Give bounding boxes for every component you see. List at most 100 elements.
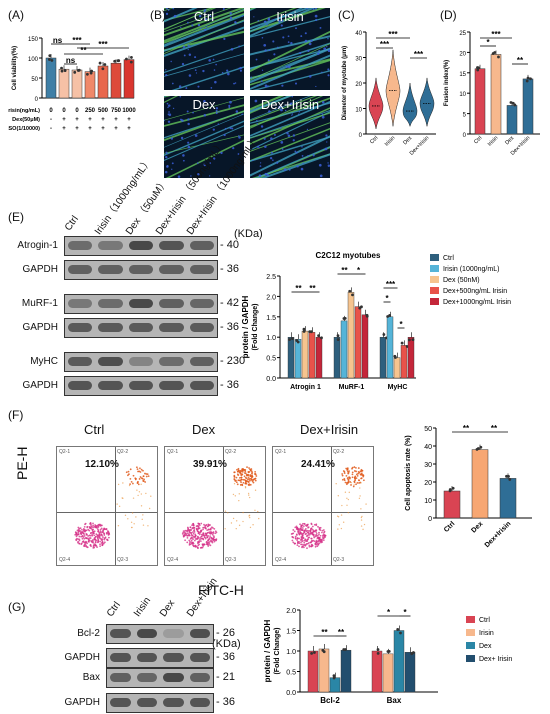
nucleus (203, 163, 206, 167)
event-dot (235, 527, 237, 530)
nucleus (187, 122, 190, 126)
nucleus (258, 174, 262, 177)
protein-band (136, 673, 157, 682)
kda-marker: - 26 (216, 627, 235, 639)
nucleus (221, 71, 224, 74)
nucleus (325, 134, 328, 137)
event-dot (244, 486, 247, 488)
nucleus (210, 87, 213, 89)
event-dot (202, 534, 204, 537)
nucleus (222, 8, 225, 10)
event-dot (239, 479, 242, 482)
event-dot (101, 531, 103, 534)
y-tick-label: 25 (459, 31, 466, 37)
nucleus (281, 148, 284, 150)
apoptosis-percentage: 12.10% (85, 459, 119, 470)
event-dot (200, 522, 203, 525)
event-dot (308, 545, 311, 548)
chart-c: 0 10 20 30 40 Diameter of myotube (μm) Ctrl Iri… (342, 30, 436, 157)
event-dot (138, 470, 141, 473)
event-dot (254, 479, 257, 482)
data-point (451, 486, 455, 490)
event-dot (236, 473, 239, 476)
event-dot (207, 538, 210, 541)
data-point (130, 56, 133, 59)
nucleus (286, 131, 289, 135)
condition-value: + (101, 126, 105, 132)
bar (361, 314, 369, 379)
event-dot (198, 533, 201, 536)
data-point (296, 340, 300, 344)
legend-swatch (430, 265, 439, 272)
myotube-fiber (250, 110, 330, 139)
event-dot (240, 474, 243, 477)
data-point (360, 305, 363, 309)
event-dot (254, 509, 256, 512)
data-point (348, 289, 352, 293)
event-dot (85, 540, 87, 543)
event-dot (353, 466, 356, 468)
bar (340, 320, 348, 379)
event-dot (302, 525, 305, 528)
event-dot (188, 543, 191, 546)
myotube-fiber (164, 125, 244, 161)
event-dot (105, 527, 108, 530)
protein-band (159, 357, 184, 366)
nucleus (254, 99, 258, 103)
significance-label: *** (386, 280, 396, 289)
legend-label: Dex (50nM) (443, 277, 480, 284)
nucleus (228, 106, 231, 109)
event-dot (135, 466, 138, 469)
event-dot (90, 540, 93, 543)
nucleus (241, 15, 244, 17)
event-dot (121, 497, 123, 499)
significance-label: ** (309, 284, 316, 293)
nucleus (166, 165, 169, 168)
event-dot (309, 532, 312, 535)
event-dot (307, 536, 310, 539)
blot-label: Atrogin-1 (17, 240, 58, 251)
event-dot (79, 529, 81, 532)
nucleus (272, 40, 275, 43)
event-dot (96, 536, 99, 539)
event-dot (135, 516, 137, 518)
event-dot (246, 478, 249, 481)
event-dot (99, 528, 102, 531)
event-dot (194, 545, 197, 548)
y-tick-label: 100 (28, 57, 39, 63)
event-dot (307, 523, 309, 526)
bar (58, 68, 70, 99)
event-dot (361, 515, 363, 518)
event-dot (240, 481, 242, 484)
event-dot (185, 529, 188, 532)
event-dot (300, 524, 303, 527)
event-dot (86, 546, 88, 548)
event-dot (355, 470, 358, 473)
event-dot (307, 532, 310, 535)
event-dot (128, 473, 130, 476)
blot-label: GAPDH (22, 380, 58, 391)
event-dot (75, 535, 78, 538)
event-dot (300, 541, 302, 544)
data-point (376, 648, 380, 651)
nucleus (318, 163, 322, 167)
protein-band (159, 265, 184, 274)
y-tick-label: 10 (355, 108, 362, 114)
nucleus (235, 110, 239, 113)
condition-value: + (127, 117, 131, 123)
event-dot (240, 476, 243, 479)
condition-value: - (50, 117, 52, 123)
data-point (365, 314, 369, 318)
data-point (50, 59, 54, 62)
nucleus (279, 127, 282, 129)
event-dot (291, 539, 294, 542)
y-tick-label: 50 (424, 426, 432, 433)
nucleus (191, 24, 194, 27)
event-dot (321, 541, 324, 543)
event-dot (232, 517, 235, 520)
event-dot (93, 534, 96, 537)
nucleus (199, 27, 202, 30)
event-dot (313, 540, 316, 543)
event-dot (200, 535, 203, 538)
event-dot (202, 526, 205, 529)
